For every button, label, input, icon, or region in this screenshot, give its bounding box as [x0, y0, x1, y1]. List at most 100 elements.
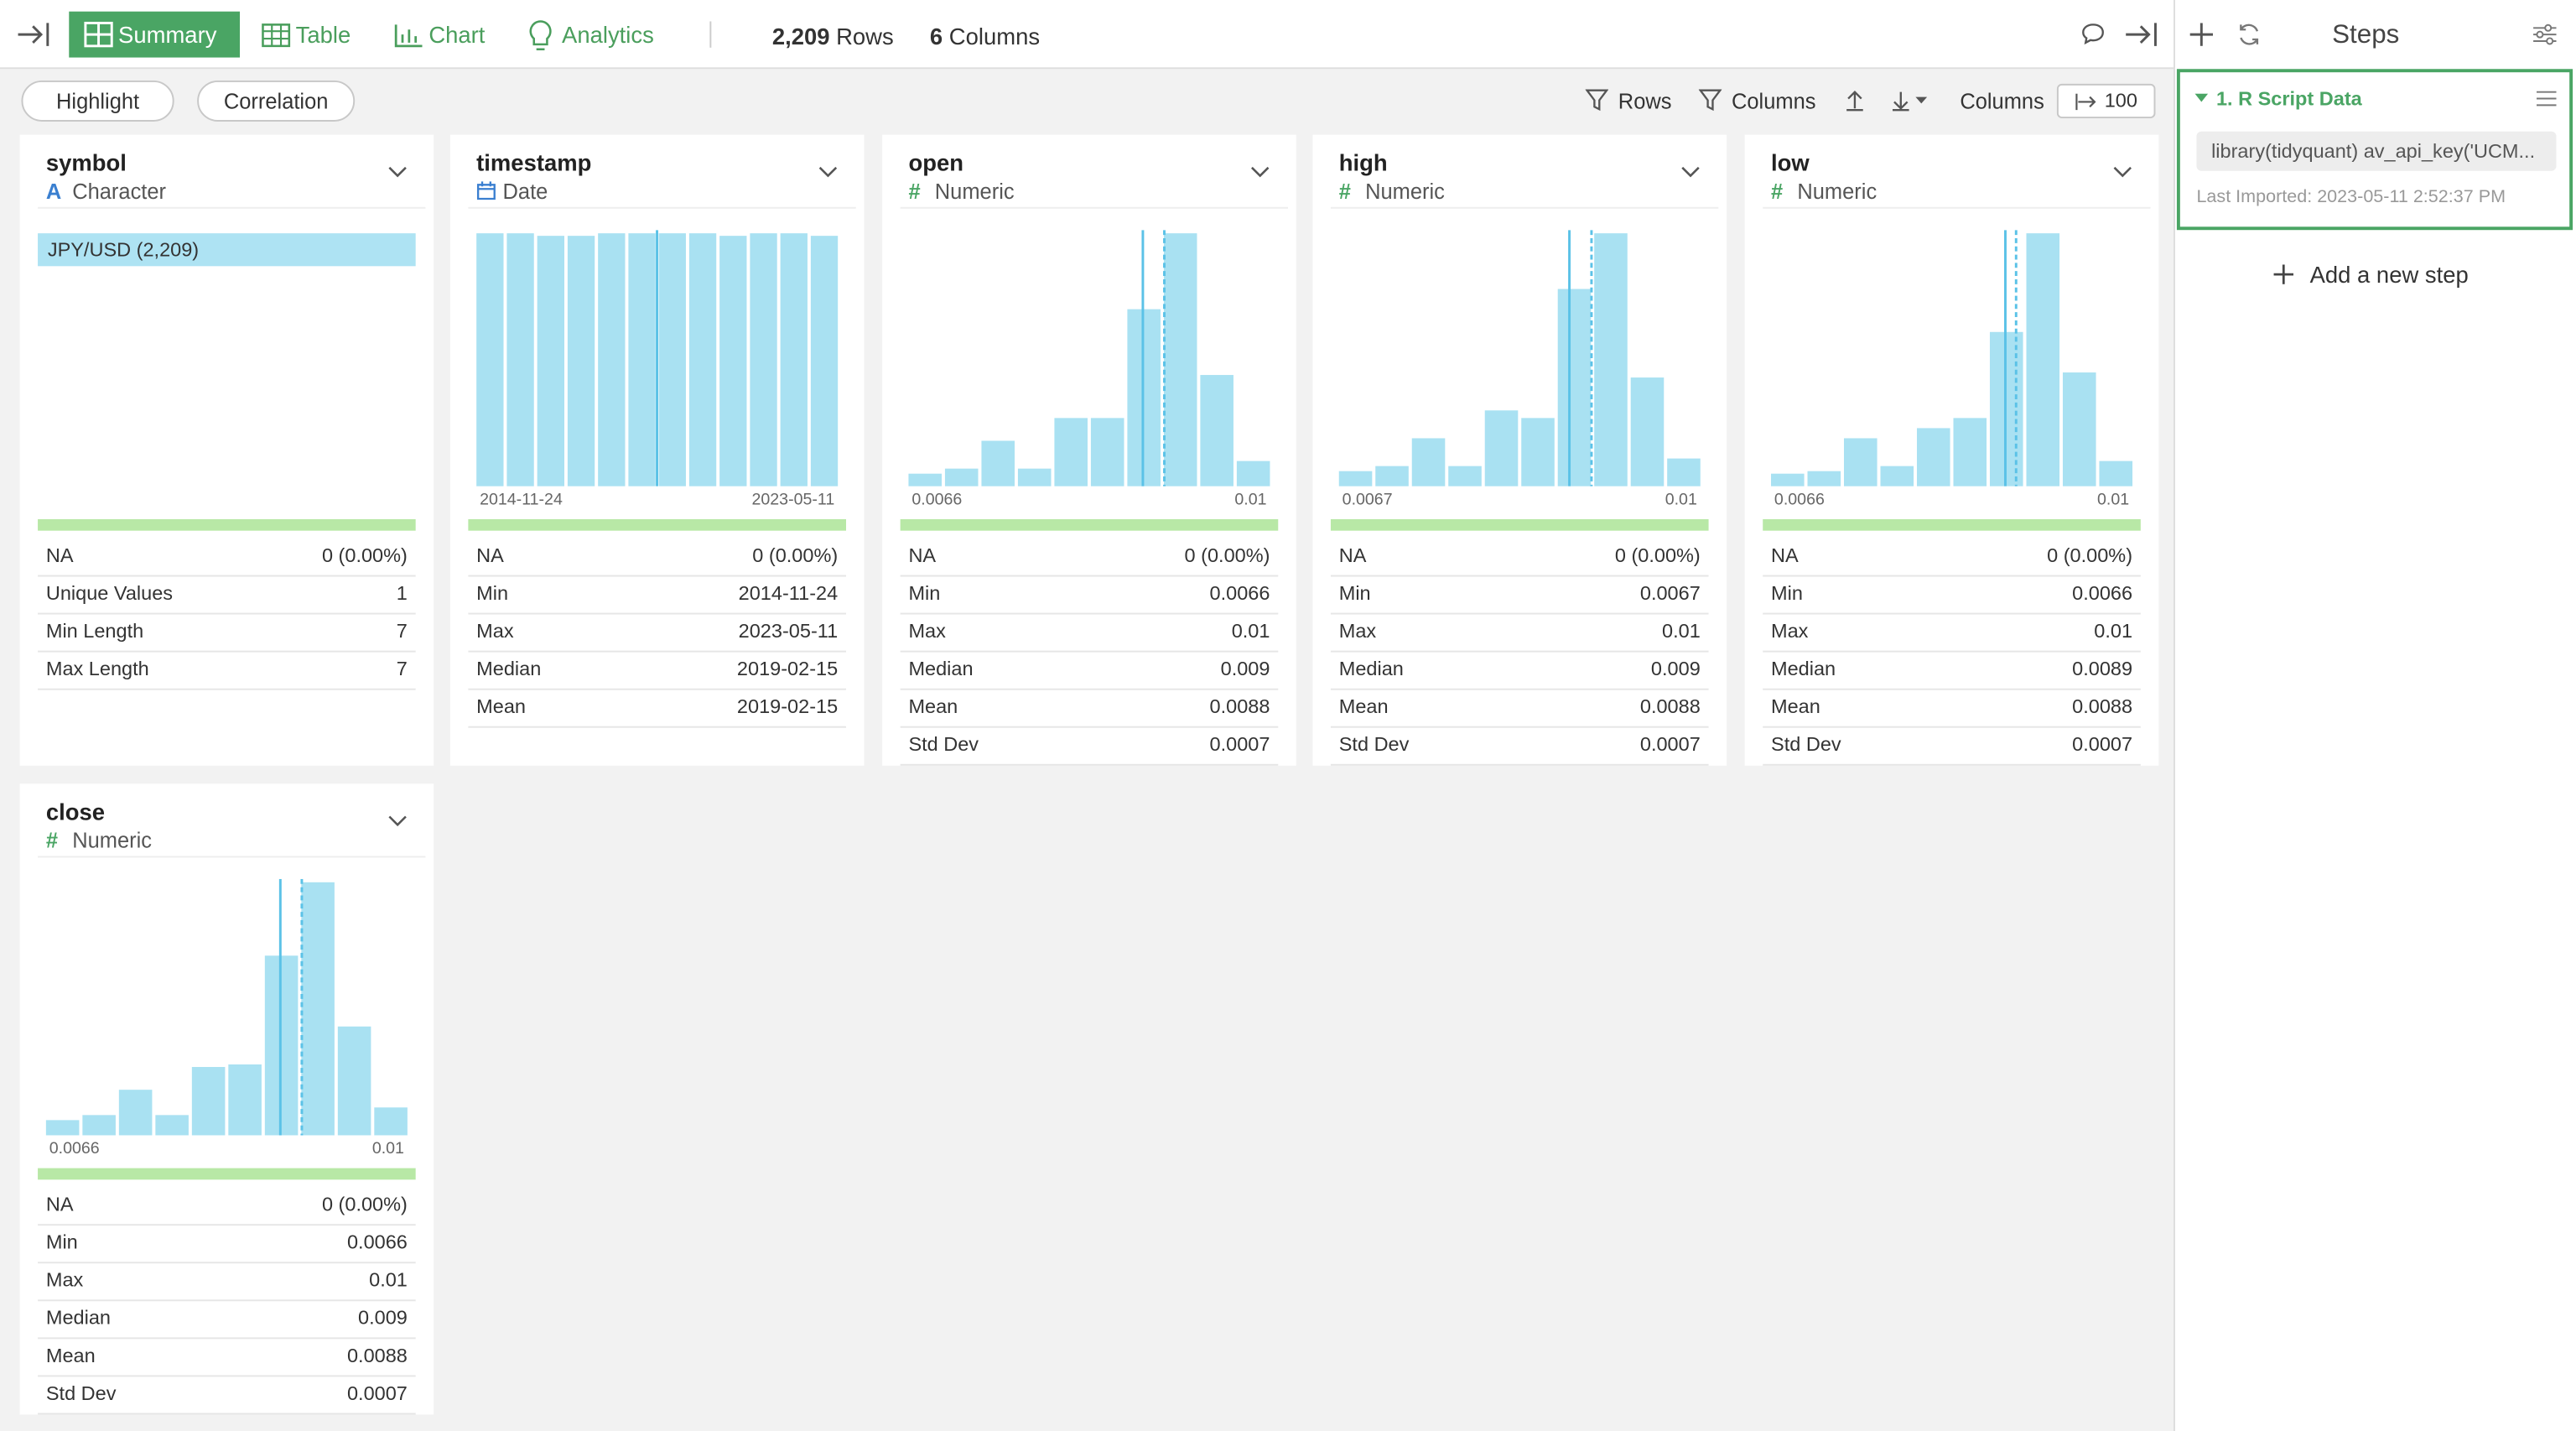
stat-row: Max 0.01 — [38, 1262, 416, 1302]
stat-value: 0.009 — [358, 1306, 408, 1330]
step-title[interactable]: 1. R Script Data — [2215, 86, 2362, 111]
stat-name: Std Dev — [908, 732, 979, 757]
type-icon: # — [1771, 179, 1784, 204]
stat-value: 2023-05-11 — [738, 619, 839, 643]
column-limit[interactable]: 100 — [2056, 83, 2156, 119]
histogram-bar — [301, 882, 335, 1136]
stat-row: Max 0.01 — [1330, 613, 1709, 653]
stat-value: 0.0088 — [1209, 695, 1270, 718]
columns-filter[interactable]: Columns — [1731, 88, 1816, 114]
tab-analytics[interactable]: Analytics — [512, 12, 667, 58]
refresh-icon[interactable] — [2236, 21, 2262, 47]
histogram-bar — [82, 1115, 116, 1136]
tab-table[interactable]: Table — [247, 12, 364, 58]
stat-row: Min 2014-11-24 — [468, 575, 846, 615]
column-menu[interactable] — [387, 815, 408, 829]
stat-value: 0.0088 — [1639, 695, 1701, 718]
stat-name: Max Length — [45, 657, 149, 680]
count: 6 — [929, 23, 943, 49]
stat-value: 0 (0.00%) — [752, 544, 839, 567]
stat-row: Min 0.0066 — [38, 1224, 416, 1264]
add-step[interactable]: Add a new step — [2309, 261, 2469, 288]
stat-value: 0.01 — [1231, 619, 1270, 643]
histogram-bar — [1771, 473, 1805, 487]
tab-chart[interactable]: Chart — [380, 12, 499, 58]
category-bar: JPY/USD (2,209) — [38, 233, 416, 267]
expand-icon[interactable] — [2124, 20, 2160, 49]
stat-row: NA 0 (0.00%) — [468, 537, 846, 577]
histogram — [908, 230, 1270, 487]
column-menu[interactable] — [1250, 166, 1270, 180]
column-card: timestamp Date 2014-11-24 2023-05-11 NA 0 (0.… — [449, 134, 865, 766]
stat-value: 0.01 — [1662, 619, 1701, 643]
collapse-icon[interactable] — [17, 20, 53, 49]
column-name: symbol — [45, 149, 127, 176]
histogram-bar — [506, 233, 534, 487]
histogram-bar — [191, 1067, 226, 1136]
histogram-bar — [1807, 471, 1841, 487]
step-menu[interactable] — [2537, 91, 2557, 107]
stat-value: 0.01 — [2094, 619, 2133, 643]
stat-row: Mean 0.0088 — [1763, 689, 2141, 728]
stat-name: Mean — [45, 1344, 96, 1367]
stat-value: 7 — [396, 619, 408, 643]
calendar — [476, 181, 496, 200]
sort-desc-icon[interactable] — [1889, 89, 1932, 112]
tab-summary[interactable]: Summary — [69, 11, 241, 58]
stat-row: Std Dev 0.0007 — [1330, 726, 1709, 766]
column-menu[interactable] — [818, 166, 839, 180]
correlation-button[interactable]: Correlation — [197, 80, 356, 122]
stat-name: Max — [45, 1268, 84, 1292]
histogram-bar — [719, 236, 747, 487]
chevron — [818, 166, 838, 178]
stat-row: Mean 0.0088 — [900, 689, 1279, 728]
column-menu[interactable] — [387, 166, 408, 180]
stat-value: 7 — [396, 657, 408, 680]
comment-icon[interactable] — [2080, 21, 2106, 47]
stat-name: NA — [476, 544, 504, 567]
stat-row: Std Dev 0.0007 — [1763, 726, 2141, 766]
settings-icon[interactable] — [2532, 23, 2558, 45]
add-icon[interactable] — [2189, 23, 2214, 46]
histogram-bar — [2062, 372, 2096, 487]
tab-label: Analytics — [562, 21, 654, 48]
sort-asc-icon[interactable] — [1843, 89, 1866, 112]
histogram-bar — [228, 1064, 262, 1136]
highlight-button[interactable]: Highlight — [21, 80, 174, 122]
rows-filter[interactable]: Rows — [1618, 88, 1672, 114]
stat-value: 0.0007 — [346, 1382, 408, 1405]
stat-value: 0.0066 — [1209, 581, 1270, 605]
histogram-bar — [45, 1120, 80, 1136]
stat-row: Median 2019-02-15 — [468, 651, 846, 690]
histogram-bar — [1163, 233, 1197, 487]
stat-name: Std Dev — [45, 1382, 117, 1405]
row-count: 2,209 Rows — [772, 23, 894, 49]
chevron — [2113, 166, 2132, 178]
histogram-bar — [155, 1115, 189, 1136]
histogram-bar — [1236, 461, 1270, 487]
column-name: timestamp — [476, 149, 592, 176]
histogram — [476, 230, 839, 487]
header-divider — [38, 206, 426, 209]
axis-max: 2023-05-11 — [751, 491, 835, 510]
histogram-bar — [780, 233, 808, 487]
histogram-bar — [1090, 418, 1124, 487]
histogram-bar — [810, 236, 839, 487]
histogram-bar — [1630, 377, 1665, 487]
histogram-bar — [374, 1107, 408, 1136]
column-type: Character — [72, 179, 167, 204]
stat-value: 0.0067 — [1639, 581, 1701, 605]
column-type: Numeric — [1797, 179, 1877, 204]
column-card: high # Numeric 0.0067 0.01 NA 0 (0.00%) Min 0.00… — [1312, 134, 1727, 766]
histogram-bar — [1594, 233, 1628, 487]
column-card: low # Numeric 0.0066 0.01 NA 0 (0.00%) Min 0.006… — [1744, 134, 2159, 766]
column-menu[interactable] — [2113, 166, 2133, 180]
histogram-bar — [1054, 418, 1088, 487]
stat-value: 2019-02-15 — [736, 695, 839, 718]
chevron — [1681, 166, 1700, 178]
header-divider — [900, 206, 1289, 209]
na-bar — [38, 1168, 416, 1180]
type-icon: # — [908, 179, 921, 204]
na-bar — [468, 518, 846, 531]
column-menu[interactable] — [1680, 166, 1701, 180]
